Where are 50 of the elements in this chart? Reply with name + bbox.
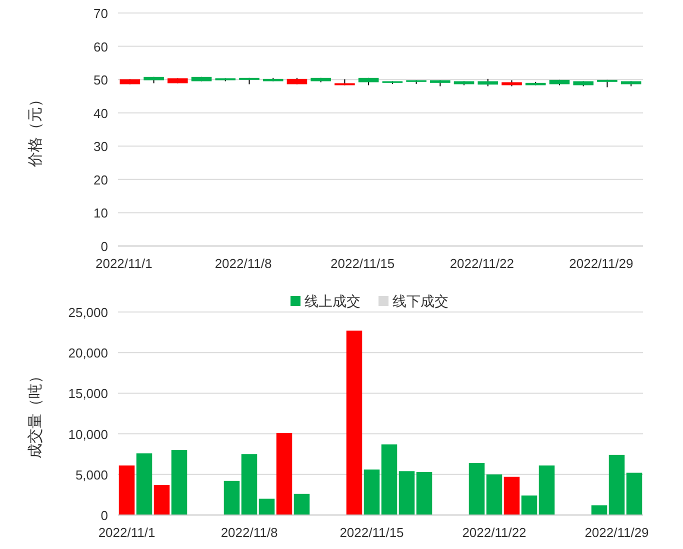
x-tick-label: 2022/11/29 (569, 256, 634, 271)
bar (381, 444, 398, 515)
y-tick-label: 50 (94, 72, 108, 88)
y-tick-label: 0 (100, 508, 108, 523)
y-tick-label: 0 (100, 239, 108, 254)
x-tick-label: 2022/11/22 (450, 256, 514, 271)
x-tick-label: 2022/11/8 (214, 256, 272, 271)
bar (608, 454, 625, 515)
y-tick-label: 60 (94, 39, 108, 54)
bar (416, 472, 432, 515)
bar (241, 454, 258, 515)
x-tick-label: 2022/11/8 (220, 525, 278, 540)
bar (224, 480, 240, 515)
y-tick-label: 10 (94, 206, 108, 221)
y-tick-label: 15,000 (68, 386, 108, 402)
y-tick-label: 10,000 (68, 426, 108, 442)
y-tick-label: 25,000 (68, 305, 108, 320)
bar (521, 496, 538, 515)
bar (504, 476, 520, 515)
legend-label: 线下成交 (392, 293, 448, 309)
bar (486, 474, 502, 515)
bar (468, 463, 485, 515)
bar (154, 484, 170, 515)
bar (591, 505, 608, 515)
bar (118, 465, 135, 515)
x-tick-label: 2022/11/1 (95, 256, 152, 271)
y-tick-label: 5,000 (75, 467, 108, 482)
bar (346, 330, 362, 515)
bar (171, 450, 188, 515)
y-tick-label: 30 (94, 139, 108, 154)
bar (276, 432, 292, 515)
y-axis-title: 成交量（吨） (27, 368, 44, 458)
bar (626, 472, 642, 515)
y-tick-label: 70 (94, 6, 108, 21)
bar (294, 494, 310, 515)
bar (398, 471, 415, 515)
y-axis-title: 价格（元） (27, 92, 44, 168)
bar (538, 465, 555, 515)
x-tick-label: 2022/11/15 (340, 525, 404, 540)
x-tick-label: 2022/11/22 (462, 525, 526, 540)
y-tick-label: 20,000 (68, 346, 108, 361)
x-tick-label: 2022/11/29 (584, 525, 649, 540)
legend-label: 线上成交 (304, 293, 360, 309)
x-tick-label: 2022/11/1 (98, 525, 156, 540)
y-tick-label: 20 (94, 172, 108, 188)
bar (364, 470, 380, 515)
y-tick-label: 40 (94, 106, 108, 121)
bar (136, 453, 152, 515)
bar (258, 498, 275, 515)
x-tick-label: 2022/11/15 (330, 256, 395, 271)
